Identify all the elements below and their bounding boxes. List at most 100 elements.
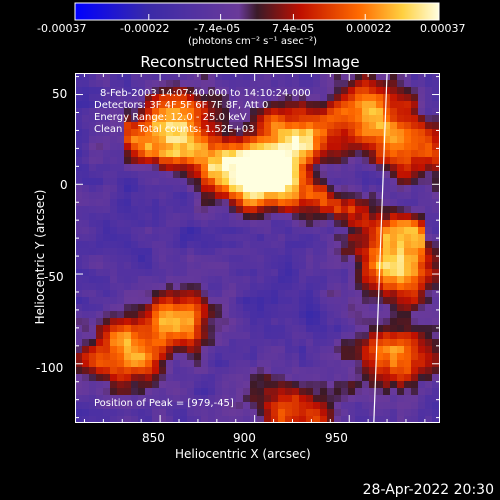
heatmap-cell xyxy=(243,227,251,235)
heatmap-cell xyxy=(313,346,321,354)
heatmap-cell xyxy=(397,262,405,270)
heatmap-cell xyxy=(180,311,188,319)
heatmap-cell xyxy=(250,108,258,116)
heatmap-cell xyxy=(334,150,342,158)
heatmap-cell xyxy=(103,87,111,95)
heatmap-cell xyxy=(390,381,398,389)
heatmap-cell xyxy=(243,416,251,423)
heatmap-cell xyxy=(264,402,272,410)
heatmap-cell xyxy=(411,129,419,137)
heatmap-cell xyxy=(313,122,321,130)
heatmap-cell xyxy=(229,157,237,165)
heatmap-cell xyxy=(215,374,223,382)
heatmap-cell xyxy=(138,87,146,95)
heatmap-cell xyxy=(166,101,174,109)
heatmap-cell xyxy=(257,178,265,186)
heatmap-cell xyxy=(89,381,97,389)
heatmap-cell xyxy=(124,136,132,144)
annotation-clean: Clean Total counts: 1.52E+03 xyxy=(94,124,255,135)
heatmap-cell xyxy=(404,94,412,102)
heatmap-cell xyxy=(110,73,118,81)
heatmap-cell xyxy=(180,339,188,347)
heatmap-cell xyxy=(145,108,153,116)
heatmap-cell xyxy=(299,297,307,305)
heatmap-cell xyxy=(306,101,314,109)
heatmap-cell xyxy=(362,395,370,403)
heatmap-cell xyxy=(355,199,363,207)
heatmap-cell xyxy=(110,332,118,340)
heatmap-cell xyxy=(103,80,111,88)
heatmap-cell xyxy=(89,143,97,151)
heatmap-cell xyxy=(124,164,132,172)
heatmap-cell xyxy=(117,325,125,333)
heatmap-cell xyxy=(208,248,216,256)
heatmap-cell xyxy=(194,136,202,144)
heatmap-cell xyxy=(341,157,349,165)
heatmap-cell xyxy=(362,241,370,249)
heatmap-cell xyxy=(124,276,132,284)
heatmap-cell xyxy=(404,150,412,158)
heatmap-cell xyxy=(313,409,321,417)
heatmap-cell xyxy=(250,213,258,221)
heatmap-cell xyxy=(89,409,97,417)
heatmap-cell xyxy=(166,227,174,235)
heatmap-cell xyxy=(278,318,286,326)
heatmap-cell xyxy=(348,213,356,221)
heatmap-cell xyxy=(194,220,202,228)
heatmap-cell xyxy=(89,178,97,186)
heatmap-cell xyxy=(376,136,384,144)
heatmap-cell xyxy=(75,122,83,130)
heatmap-cell xyxy=(236,220,244,228)
heatmap-cell xyxy=(208,311,216,319)
heatmap-cell xyxy=(131,325,139,333)
heatmap-cell xyxy=(236,185,244,193)
heatmap-cell xyxy=(187,297,195,305)
heatmap-cell xyxy=(187,360,195,368)
heatmap-cell xyxy=(404,241,412,249)
heatmap-cell xyxy=(166,283,174,291)
heatmap-cell xyxy=(348,164,356,172)
heatmap-cell xyxy=(278,269,286,277)
heatmap-cell xyxy=(82,332,90,340)
heatmap-cell xyxy=(194,157,202,165)
heatmap-cell xyxy=(327,346,335,354)
heatmap-cell xyxy=(369,416,377,423)
heatmap-cell xyxy=(145,206,153,214)
heatmap-cell xyxy=(327,220,335,228)
heatmap-cell xyxy=(145,402,153,410)
heatmap-cell xyxy=(327,171,335,179)
heatmap-cell xyxy=(145,129,153,137)
heatmap-cell xyxy=(383,388,391,396)
heatmap-cell xyxy=(425,416,433,423)
heatmap-cell xyxy=(124,255,132,263)
heatmap-cell xyxy=(96,276,104,284)
heatmap-cell xyxy=(320,164,328,172)
heatmap-cell xyxy=(257,290,265,298)
heatmap-cell xyxy=(285,213,293,221)
heatmap-cell xyxy=(110,381,118,389)
heatmap-cell xyxy=(432,318,440,326)
heatmap-cell xyxy=(208,346,216,354)
heatmap-cell xyxy=(334,108,342,116)
heatmap-cell xyxy=(229,276,237,284)
heatmap-cell xyxy=(124,129,132,137)
heatmap-cell xyxy=(320,283,328,291)
heatmap-cell xyxy=(278,367,286,375)
heatmap-cell xyxy=(355,374,363,382)
heatmap-cell xyxy=(201,73,209,81)
heatmap-cell xyxy=(201,262,209,270)
heatmap-cell xyxy=(201,402,209,410)
heatmap-cell xyxy=(131,73,139,81)
heatmap-cell xyxy=(355,206,363,214)
heatmap-cell xyxy=(390,241,398,249)
heatmap-cell xyxy=(285,360,293,368)
heatmap-cell xyxy=(348,178,356,186)
heatmap-cell xyxy=(82,381,90,389)
heatmap-cell xyxy=(243,248,251,256)
heatmap-cell xyxy=(236,192,244,200)
heatmap-cell xyxy=(404,325,412,333)
heatmap-cell xyxy=(159,360,167,368)
heatmap-cell xyxy=(264,171,272,179)
heatmap-cell xyxy=(313,304,321,312)
heatmap-cell xyxy=(390,227,398,235)
